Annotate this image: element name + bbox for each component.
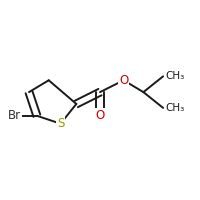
Text: O: O [119, 74, 128, 87]
Text: S: S [57, 117, 64, 130]
Text: CH₃: CH₃ [165, 103, 184, 113]
Text: CH₃: CH₃ [165, 71, 184, 81]
Text: O: O [95, 109, 105, 122]
Text: Br: Br [8, 109, 21, 122]
